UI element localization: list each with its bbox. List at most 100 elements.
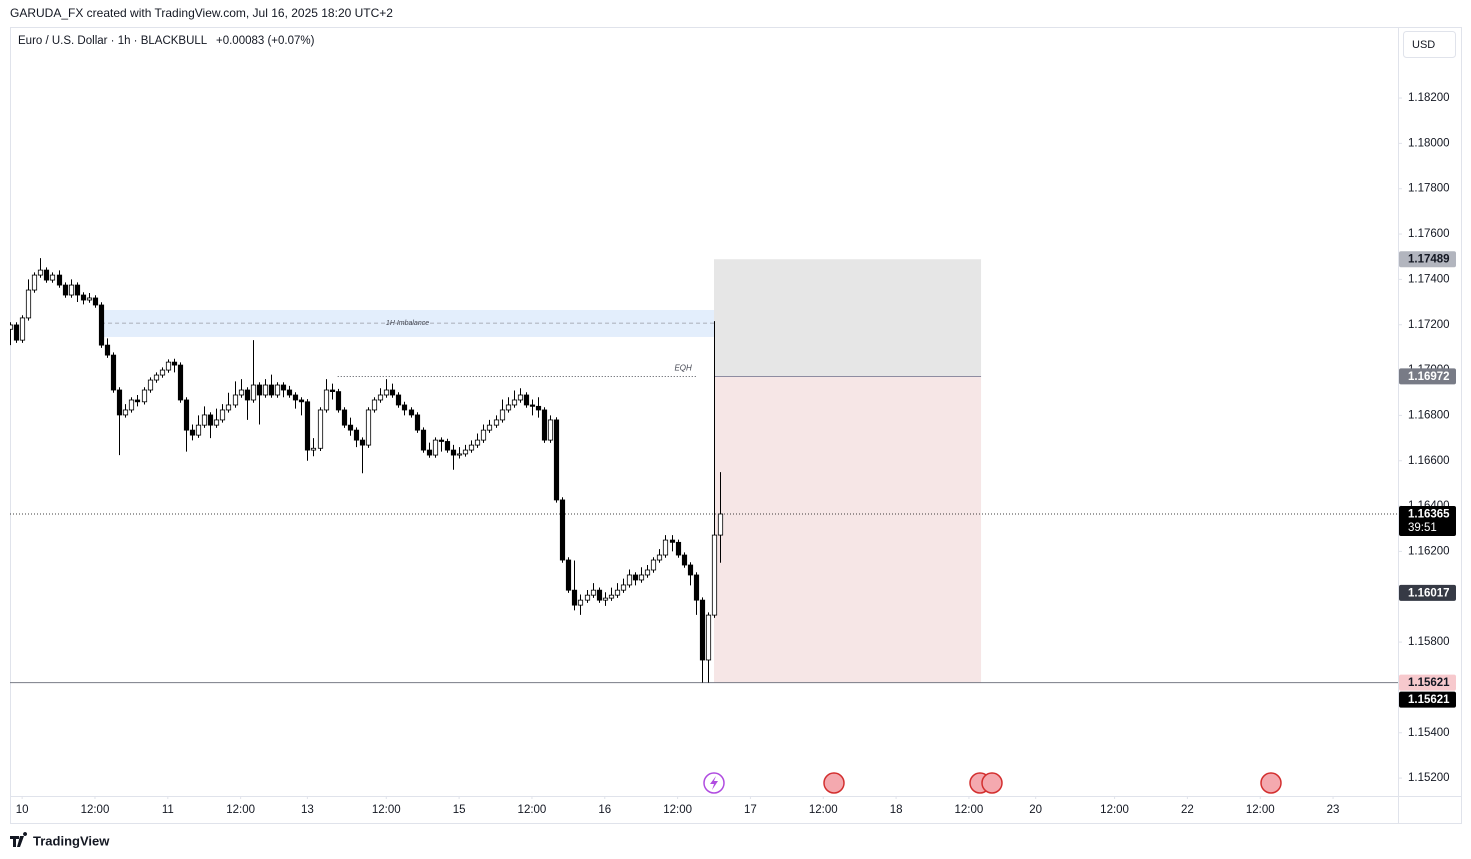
candle-body	[225, 404, 232, 411]
candle-body	[341, 409, 348, 426]
candle-body	[25, 289, 32, 319]
candle-body	[511, 399, 518, 406]
candle-body	[608, 594, 615, 599]
candle-body	[165, 361, 172, 371]
candle-body	[529, 404, 536, 407]
imbalance-label: 1H Imbalance	[386, 320, 429, 327]
last-price-badge-countdown: 39:51	[1408, 522, 1437, 534]
y-tick-label: 1.18000	[1408, 137, 1450, 149]
frame	[10, 27, 1462, 824]
currency[interactable]: USD	[1412, 39, 1435, 51]
candle-body	[474, 439, 481, 446]
x-tick-label: 15	[453, 804, 466, 816]
candle-body	[426, 449, 433, 456]
event-icon[interactable]	[1260, 772, 1282, 794]
candle-body	[244, 389, 251, 401]
candle-body	[304, 401, 311, 451]
x-tick-label: 11	[162, 804, 174, 816]
candle-body	[438, 439, 445, 442]
candle-body	[468, 444, 475, 451]
candle-body	[116, 389, 123, 416]
candle-body	[377, 394, 384, 401]
price-badge-bg	[1399, 691, 1456, 708]
candle-body	[493, 419, 500, 426]
candle-body	[359, 439, 366, 446]
price-badge: 1.16017	[1408, 587, 1450, 599]
candle-body	[486, 424, 493, 431]
candle-body	[717, 513, 724, 536]
y-tick-label: 1.17200	[1408, 319, 1450, 331]
candle-body	[347, 424, 354, 431]
x-tick-label: 12:00	[81, 804, 110, 816]
candle-body	[43, 269, 50, 281]
event-icon[interactable]	[981, 772, 1003, 794]
candle-body	[335, 391, 342, 411]
candle-body	[207, 414, 214, 426]
currency-button[interactable]	[1403, 31, 1456, 58]
credit: GARUDA_FX created with TradingView.com, …	[10, 6, 393, 20]
candle-body	[675, 541, 682, 556]
candle-body	[80, 294, 87, 301]
candle-body	[10, 324, 14, 330]
x-tick-label: 22	[1181, 804, 1194, 816]
candle-body	[68, 284, 75, 296]
candle-body	[262, 384, 269, 396]
x-tick-label: 23	[1327, 804, 1340, 816]
price-badge-bg	[1399, 674, 1456, 691]
candle-body	[565, 559, 572, 591]
x-tick-label: 12:00	[372, 804, 401, 816]
candle-body	[317, 409, 324, 449]
event-icon-bolt	[710, 776, 718, 790]
candle-body	[662, 539, 669, 556]
position-stop-zone	[714, 259, 982, 377]
candle-body	[450, 449, 457, 456]
position-target-zone	[714, 376, 982, 683]
price-badge: 1.16972	[1408, 371, 1450, 383]
candle-body	[141, 389, 148, 403]
candle-body	[371, 399, 378, 411]
candle-body	[401, 404, 408, 411]
candle-body	[274, 384, 281, 396]
candle-body	[681, 554, 688, 566]
candle-body	[147, 379, 154, 391]
x-tick-label: 12:00	[955, 804, 984, 816]
x-tick-label: 18	[890, 804, 903, 816]
candle-body	[189, 429, 196, 436]
x-tick-label: 12:00	[1246, 804, 1275, 816]
candle-body	[408, 409, 415, 416]
x-tick-label: 10	[16, 804, 29, 816]
y-tick-label: 1.17800	[1408, 183, 1450, 195]
candle-body	[590, 589, 597, 596]
candle-body	[480, 429, 487, 441]
candle-body	[13, 324, 20, 341]
candle-body	[323, 389, 330, 411]
brand-logo	[10, 832, 28, 847]
candle-body	[232, 394, 239, 406]
x-tick-label: 16	[598, 804, 611, 816]
change: +0.00083 (+0.07%)	[216, 35, 315, 47]
candle-body	[74, 284, 81, 296]
price-badge: 1.15621	[1408, 694, 1450, 706]
y-tick-label: 1.17400	[1408, 273, 1450, 285]
candle-body	[602, 597, 609, 601]
candle-body	[110, 354, 117, 391]
candle-body	[499, 409, 506, 421]
candle-body	[389, 389, 396, 396]
candle-body	[541, 409, 548, 441]
last-price-badge: 1.16365	[1408, 509, 1450, 521]
candle-body	[699, 599, 706, 661]
candle-body	[547, 419, 554, 441]
last-price-badge-bg	[1399, 506, 1456, 537]
event-icon[interactable]	[823, 772, 845, 794]
y-tick-label: 1.16800	[1408, 409, 1450, 421]
candle-body	[92, 297, 99, 306]
candle-body	[383, 389, 390, 396]
candle-body	[353, 429, 360, 441]
candle-body	[462, 449, 469, 455]
candle-body	[98, 304, 105, 346]
candle-body	[644, 569, 651, 576]
candle-body	[626, 574, 633, 586]
y-tick-label: 1.18200	[1408, 92, 1450, 104]
x-tick-label: 12:00	[518, 804, 547, 816]
